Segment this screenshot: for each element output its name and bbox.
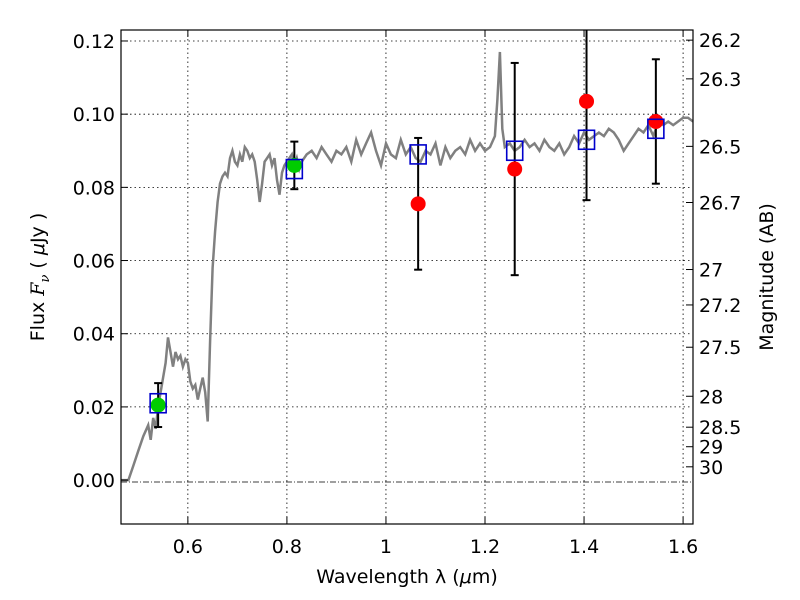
mag-tick-label: 26.5: [699, 136, 741, 158]
model-box: [505, 140, 524, 162]
mag-tick-label: 27: [699, 260, 723, 282]
observed-point: [150, 397, 166, 413]
y-tick-label: 0.12: [73, 31, 115, 53]
mag-tick-label: 28.5: [699, 417, 741, 439]
mag-tick-label: 27.2: [699, 295, 741, 317]
observed-point: [507, 161, 523, 177]
model-box: [149, 392, 167, 414]
y-tick-label: 0.06: [73, 251, 115, 273]
x-axis-label: Wavelength λ (μm): [316, 566, 497, 588]
y-tick-label: 0.02: [73, 397, 115, 419]
model-photometry-boxes: [149, 118, 665, 414]
model-box: [285, 158, 304, 180]
y-axis-label: Flux Fν ( μJy ): [27, 213, 53, 342]
mag-tick-label: 26.3: [699, 69, 741, 91]
x-tick-label: 1.6: [668, 536, 698, 558]
x-tick-label: 1.2: [470, 536, 500, 558]
plot-frame: [120, 29, 694, 525]
mag-tick-label: 27.5: [699, 337, 741, 359]
mag-tick-label: 30: [699, 457, 723, 479]
mag-tick-label: 26.7: [699, 193, 741, 215]
axis-ticks: [121, 30, 693, 524]
x-tick-label: 1.4: [569, 536, 599, 558]
model-box: [409, 144, 427, 165]
y-tick-labels: 0.00 0.02 0.04 0.06 0.08 0.10 0.12: [73, 31, 115, 492]
y-tick-label: 0.10: [73, 104, 115, 126]
model-spectrum-line: [121, 51, 694, 482]
observed-point: [410, 196, 426, 212]
observed-point: [648, 113, 664, 129]
observed-point: [579, 93, 595, 109]
y-tick-label: 0.00: [73, 470, 115, 492]
y-tick-label: 0.04: [73, 324, 115, 346]
observed-points: [150, 93, 664, 413]
x-tick-label: 0.8: [272, 536, 302, 558]
model-box: [647, 118, 665, 140]
y-tick-label: 0.08: [73, 177, 115, 199]
mag-tick-label: 28: [699, 386, 723, 408]
model-box: [577, 129, 596, 151]
x-tick-labels: 0.6 0.8 1 1.2 1.4 1.6: [173, 536, 698, 558]
magnitude-axis-label: Magnitude (AB): [756, 203, 778, 351]
x-tick-label: 0.6: [173, 536, 203, 558]
mag-tick-label: 29: [699, 437, 723, 459]
grid: [121, 30, 693, 524]
x-tick-label: 1: [380, 536, 392, 558]
observed-point: [286, 157, 302, 173]
mag-tick-label: 26.2: [699, 30, 741, 52]
